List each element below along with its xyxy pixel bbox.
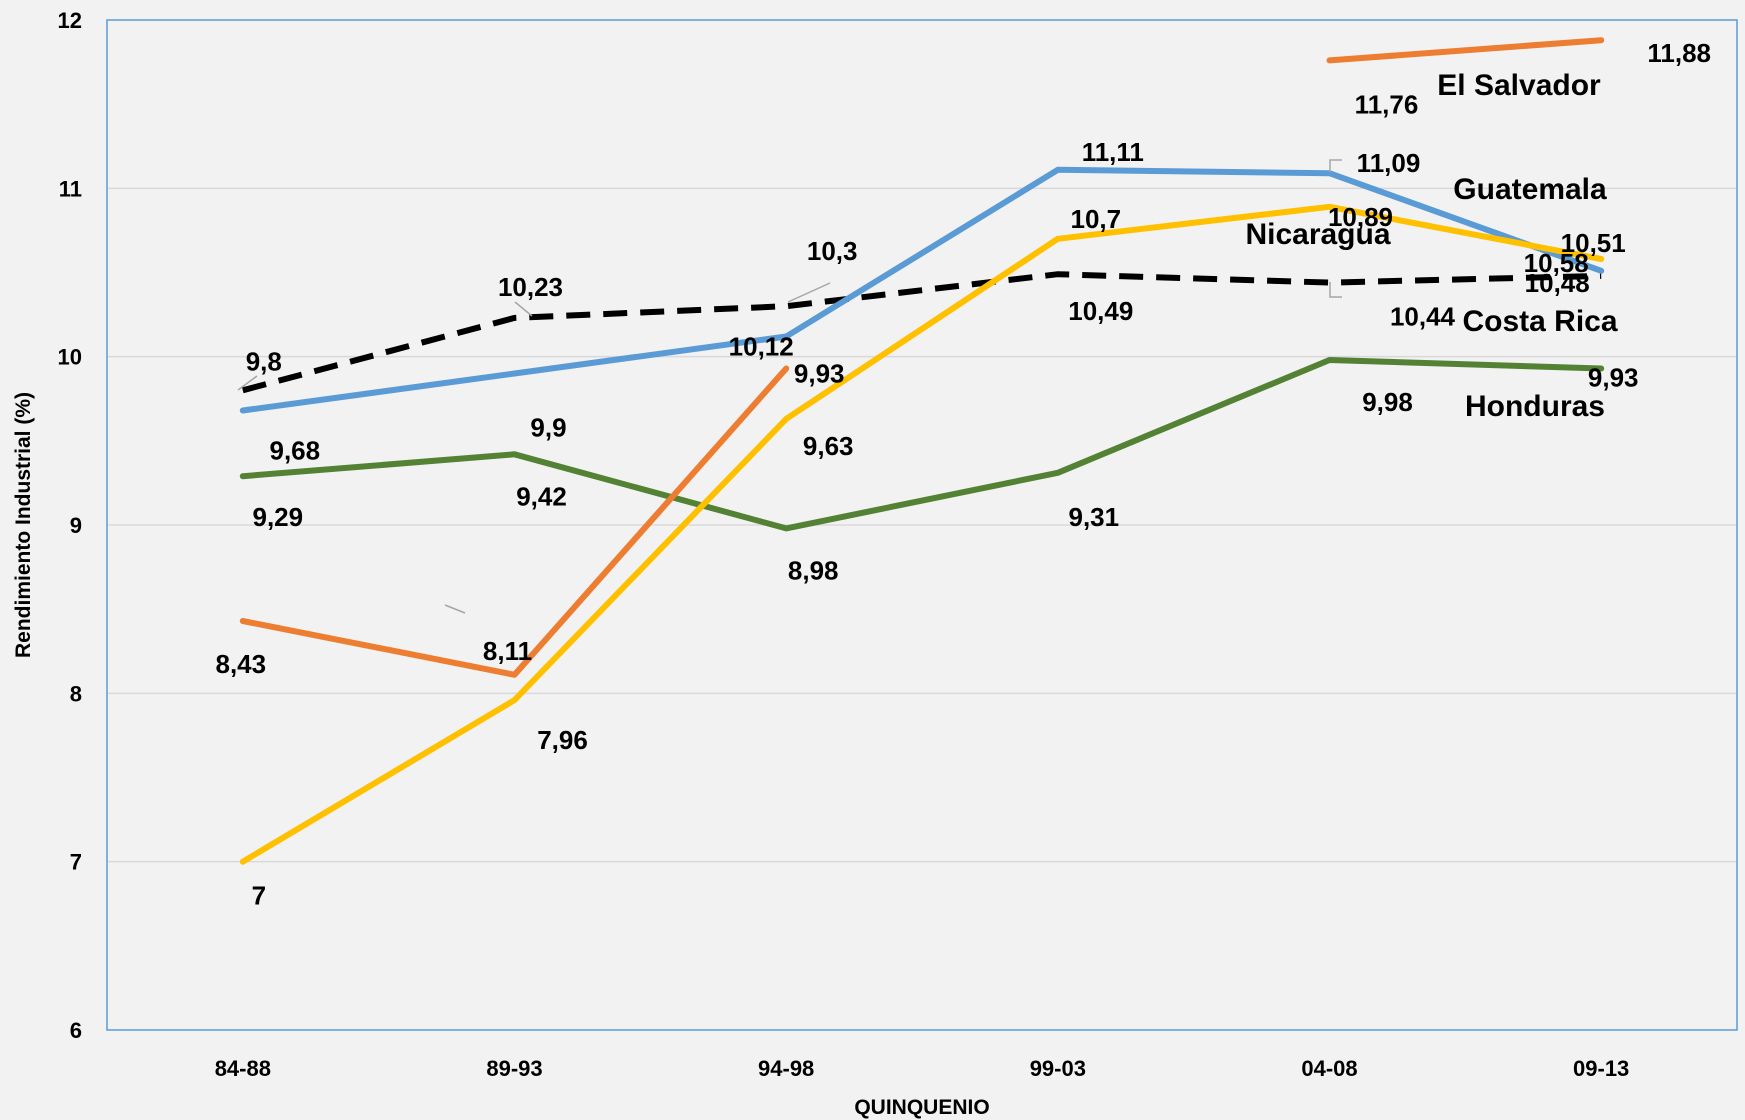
data-label: 9,68 [269, 436, 320, 466]
x-tick-label: 09-13 [1573, 1056, 1629, 1081]
series-line-honduras [239, 357, 1605, 532]
x-axis-ticks: 84-88 89-93 94-98 99-03 04-08 09-13 [215, 1056, 1630, 1081]
data-label: 9,98 [1362, 387, 1413, 417]
data-label: 10,23 [498, 272, 563, 302]
data-label: 9,9 [530, 413, 566, 443]
y-tick-label: 7 [70, 850, 82, 875]
data-label: 7 [252, 881, 266, 911]
data-label: 10,58 [1524, 248, 1589, 278]
leader-lines [237, 159, 1342, 614]
data-label: 10,44 [1390, 302, 1456, 332]
series-line-el-salvador [1326, 37, 1605, 64]
data-label: 11,11 [1082, 137, 1144, 167]
data-label: 8,11 [483, 636, 532, 666]
series-label-nicaragua: Nicaragua [1245, 218, 1390, 251]
data-label: 9,63 [803, 431, 854, 461]
data-label: 9,93 [1588, 363, 1639, 393]
series-line-costa-rica [242, 271, 1602, 394]
data-label: 10,3 [807, 236, 858, 266]
data-label: 10,12 [729, 332, 794, 362]
y-tick-label: 10 [58, 345, 82, 370]
series-label-guatemala: Guatemala [1453, 173, 1607, 206]
x-tick-label: 04-08 [1301, 1056, 1357, 1081]
data-label: 10,49 [1068, 296, 1133, 326]
data-label: 11,76 [1355, 89, 1419, 119]
y-tick-label: 9 [70, 513, 82, 538]
data-label: 8,98 [788, 555, 839, 585]
leader-line [787, 282, 831, 303]
leader-line [514, 301, 533, 317]
y-tick-label: 11 [59, 176, 82, 201]
leader-line [237, 375, 258, 391]
leader-line [1329, 282, 1342, 298]
y-tick-label: 12 [58, 8, 82, 33]
series-line-guatemala [239, 166, 1605, 414]
data-label: 10,48 [1525, 268, 1590, 298]
data-label: 10,51 [1561, 228, 1626, 258]
data-label: 10,7 [1070, 204, 1121, 234]
series-label-el-salvador: El Salvador [1437, 69, 1601, 102]
data-label: 9,29 [252, 502, 303, 532]
series-line-el-salvador [239, 365, 790, 678]
gridlines [107, 187, 1737, 863]
x-tick-label: 99-03 [1030, 1056, 1086, 1081]
data-label: 9,8 [246, 346, 282, 376]
plot-area-border [106, 19, 1738, 1031]
series-line-nicaragua [239, 203, 1605, 865]
data-label: 10,89 [1328, 202, 1393, 232]
leader-line [1329, 159, 1342, 172]
x-axis-title: QUINQUENIO [854, 1096, 989, 1119]
data-label: 9,31 [1068, 502, 1119, 532]
y-tick-label: 6 [70, 1018, 82, 1043]
y-axis-title: Rendimiento Industrial (%) [12, 392, 35, 658]
series-label-honduras: Honduras [1465, 390, 1605, 423]
data-label: 8,43 [215, 649, 266, 679]
series-name-labels: El Salvador Guatemala Nicaragua Costa Rica H… [1245, 69, 1617, 423]
y-tick-label: 8 [70, 681, 82, 706]
data-label: 9,93 [794, 359, 845, 389]
series-label-costa-rica: Costa Rica [1462, 305, 1617, 338]
data-label: 11,09 [1357, 148, 1421, 178]
y-axis-ticks: 6 7 8 9 10 11 12 [58, 8, 82, 1043]
data-label: 11,88 [1647, 38, 1711, 68]
data-label: 9,42 [516, 481, 567, 511]
series-lines [239, 37, 1605, 865]
data-label: 7,96 [537, 725, 588, 755]
x-tick-label: 89-93 [486, 1056, 542, 1081]
leader-line [444, 604, 466, 614]
data-labels: 8,43 8,11 9,93 11,76 11,88 9,68 9,9 10,12 11,11 1… [215, 38, 1711, 911]
x-tick-label: 94-98 [758, 1056, 814, 1081]
x-tick-label: 84-88 [215, 1056, 271, 1081]
